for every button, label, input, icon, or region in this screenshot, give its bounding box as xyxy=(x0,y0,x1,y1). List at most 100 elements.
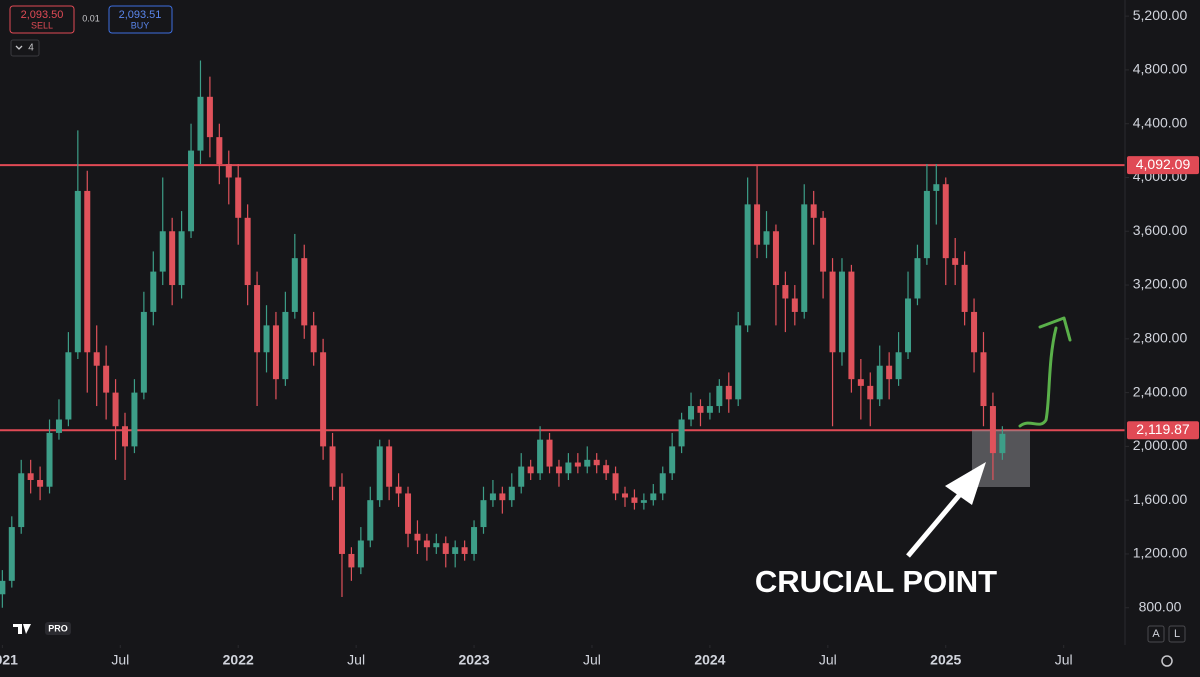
candle-body xyxy=(244,217,251,286)
candle-body xyxy=(310,325,317,353)
candle-body xyxy=(499,493,506,501)
candle-body xyxy=(169,231,176,286)
candle-body xyxy=(791,298,798,312)
candle-body xyxy=(650,493,657,501)
buy-button[interactable] xyxy=(108,5,173,34)
candle-body xyxy=(471,527,478,554)
candle-body xyxy=(480,500,487,528)
sell-label: SELL xyxy=(31,20,53,30)
candle-body xyxy=(971,311,978,353)
candle-body xyxy=(735,325,742,400)
candle-body xyxy=(395,486,402,494)
sell-price: 2,093.50 xyxy=(21,9,64,21)
y-tick-label: 3,200.00 xyxy=(1133,276,1188,292)
candle-body xyxy=(999,433,1006,454)
candle-body xyxy=(18,473,25,528)
y-tick-label: 4,800.00 xyxy=(1133,61,1188,77)
candle-body xyxy=(0,580,6,595)
buy-price: 2,093.51 xyxy=(119,9,162,21)
candles xyxy=(0,60,1006,608)
candle-body xyxy=(178,231,185,286)
candle-body xyxy=(140,311,147,393)
candle-body xyxy=(131,392,138,447)
level-label: 4,092.09 xyxy=(1136,156,1191,172)
candle-body xyxy=(338,486,345,554)
candle-body xyxy=(867,385,874,400)
candle-body xyxy=(565,462,572,474)
candle-body xyxy=(254,285,261,353)
candle-body xyxy=(216,137,223,165)
candle-body xyxy=(282,311,289,380)
x-tick-label: 2022 xyxy=(223,652,254,668)
candle-body xyxy=(744,204,751,326)
sell-button[interactable] xyxy=(9,5,75,34)
plot-area xyxy=(0,164,1125,432)
candle-body xyxy=(433,543,440,548)
candle-body xyxy=(820,217,827,272)
candle-body xyxy=(772,231,779,286)
x-tick-label: 2023 xyxy=(458,652,489,668)
auto-button[interactable] xyxy=(1147,625,1165,643)
log-button[interactable] xyxy=(1168,625,1186,643)
y-tick-label: 800.00 xyxy=(1139,598,1182,614)
y-tick-label: 2,000.00 xyxy=(1133,437,1188,453)
candle-body xyxy=(961,264,968,312)
candle-body xyxy=(952,258,959,265)
candle-body xyxy=(857,379,864,386)
settings-icon[interactable] xyxy=(1161,655,1173,667)
x-tick-label: Jul xyxy=(1055,652,1073,668)
level-label-box xyxy=(1127,421,1199,440)
candle-body xyxy=(386,446,393,487)
y-tick-label: 2,800.00 xyxy=(1133,330,1188,346)
candle-body xyxy=(603,465,610,474)
candle-body xyxy=(810,204,817,218)
x-tick-label: Jul xyxy=(819,652,837,668)
candle-body xyxy=(74,190,81,353)
candle-body xyxy=(150,271,157,312)
candle-body xyxy=(197,96,204,151)
chevron xyxy=(15,45,23,50)
candle-body xyxy=(546,439,553,467)
white-arrow xyxy=(906,490,964,558)
candle-body xyxy=(914,258,921,299)
candle-body xyxy=(895,352,902,380)
logo-text: PRO xyxy=(48,623,68,633)
candle-body xyxy=(84,190,91,353)
annotation: CRUCIAL POINT xyxy=(755,564,997,599)
x-tick-label: 2021 xyxy=(0,652,18,668)
candle-body xyxy=(555,466,562,474)
candle-body xyxy=(659,473,666,494)
candle-body xyxy=(159,231,166,272)
x-tick-label: Jul xyxy=(583,652,601,668)
y-tick-label: 5,200.00 xyxy=(1133,7,1188,23)
candle-body xyxy=(367,500,374,541)
buy-label: BUY xyxy=(131,20,150,30)
candle-body xyxy=(923,190,930,259)
candle-body xyxy=(225,164,232,178)
candle-body xyxy=(405,493,412,534)
candle-body xyxy=(622,493,628,498)
candle-body xyxy=(688,406,695,420)
candle-body xyxy=(423,540,430,548)
y-tick-label: 1,600.00 xyxy=(1133,491,1188,507)
candle-body xyxy=(527,466,534,474)
candle-body xyxy=(452,547,459,554)
indicators-toggle[interactable] xyxy=(10,39,40,57)
candle-body xyxy=(706,406,713,413)
y-tick-label: 4,400.00 xyxy=(1133,114,1188,130)
candle-body xyxy=(414,533,421,541)
candle-body xyxy=(716,385,723,407)
white-arrowhead xyxy=(945,462,986,505)
candle-body xyxy=(640,500,647,503)
candle-body xyxy=(876,365,883,400)
candle-body xyxy=(301,258,308,326)
candle-body xyxy=(782,285,789,299)
candle-body xyxy=(235,177,242,218)
candle-body xyxy=(442,543,449,554)
candle-body xyxy=(27,473,34,480)
candle-body xyxy=(725,385,732,400)
spread: 0.01 xyxy=(82,13,100,23)
candle-body xyxy=(886,365,893,380)
